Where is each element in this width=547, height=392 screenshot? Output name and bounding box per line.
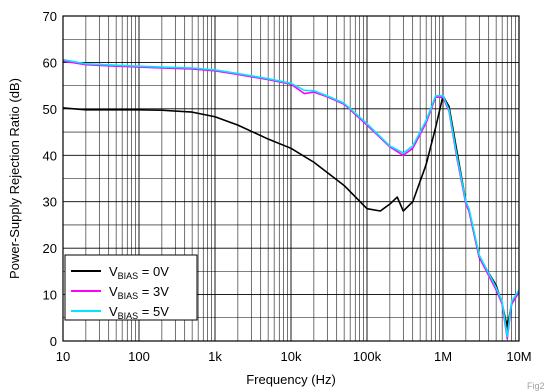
legend-label-main: V (109, 304, 118, 319)
legend-label-main: V (109, 264, 118, 279)
legend-label-0: VBIAS = 0V (109, 264, 169, 281)
x-tick-label: 100 (128, 349, 150, 364)
y-tick-label: 70 (43, 9, 57, 24)
x-axis-title: Frequency (Hz) (246, 372, 336, 387)
legend-label-value: = 3V (138, 284, 169, 299)
legend-label-subscript: BIAS (118, 271, 139, 281)
x-tick-label: 10 (56, 349, 70, 364)
legend-label-value: = 0V (138, 264, 169, 279)
grid (63, 16, 519, 341)
legend-label-value: = 5V (138, 304, 169, 319)
y-tick-label: 10 (43, 288, 57, 303)
x-tick-label: 10k (281, 349, 302, 364)
legend-label-1: VBIAS = 3V (109, 284, 169, 301)
y-axis-title: Power-Supply Rejection Ratio (dB) (7, 78, 22, 279)
x-tick-label: 10M (506, 349, 531, 364)
legend-label-subscript: BIAS (118, 311, 139, 321)
series-line-1 (62, 60, 520, 340)
legend-label-subscript: BIAS (118, 291, 139, 301)
legend-label-2: VBIAS = 5V (109, 304, 169, 321)
plot-frame (62, 15, 520, 342)
y-tick-label: 50 (43, 102, 57, 117)
y-tick-label: 20 (43, 241, 57, 256)
y-tick-label: 30 (43, 195, 57, 210)
series-lines (62, 58, 520, 340)
x-tick-label: 1M (434, 349, 452, 364)
x-tick-label: 1k (208, 349, 222, 364)
figure-watermark: Fig2 (527, 381, 545, 391)
y-tick-label: 60 (43, 55, 57, 70)
x-tick-label: 100k (353, 349, 382, 364)
legend-label-main: V (109, 284, 118, 299)
x-tick-labels: 10 100 1k 10k 100k 1M 10M (56, 349, 532, 364)
series-line-2 (62, 58, 520, 338)
y-tick-label: 0 (50, 334, 57, 349)
legend-box (64, 254, 198, 321)
y-tick-label: 40 (43, 148, 57, 163)
y-tick-labels: 0 10 20 30 40 50 60 70 (43, 9, 57, 349)
